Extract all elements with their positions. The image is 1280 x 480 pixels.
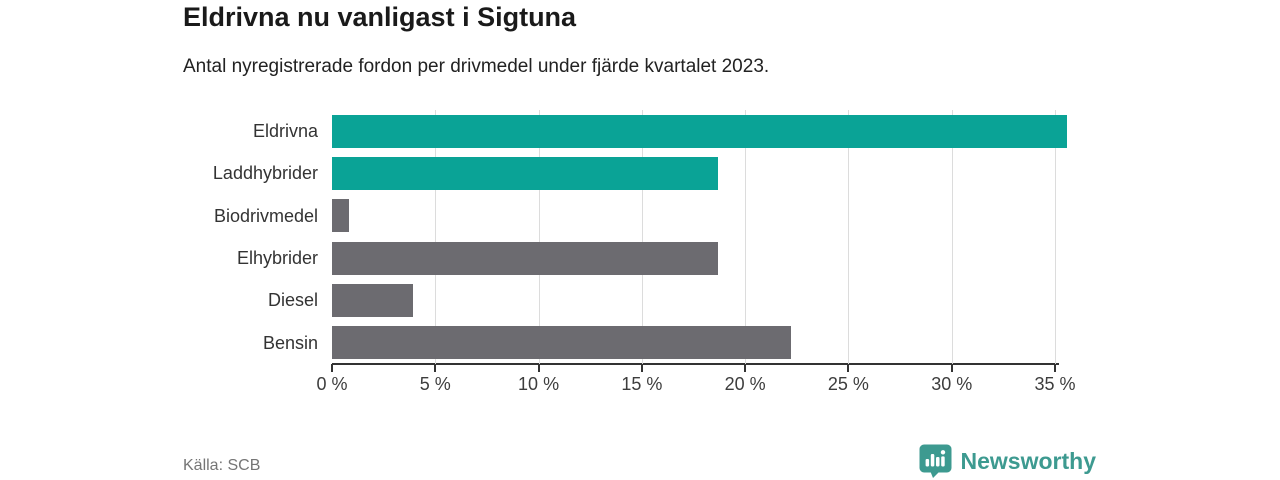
bar-eldrivna xyxy=(332,114,1068,148)
x-tick-label: 0 % xyxy=(316,374,348,394)
gridline xyxy=(641,110,643,364)
x-tick-mark xyxy=(847,364,850,372)
bar-laddhybrider xyxy=(332,157,719,190)
gridline xyxy=(848,110,850,364)
x-tick-mark xyxy=(537,364,540,372)
x-tick-mark xyxy=(331,364,333,372)
gridline xyxy=(1055,110,1056,364)
chart-subtitle: Antal nyregistrerade fordon per drivmede… xyxy=(183,56,770,77)
gridline xyxy=(538,110,540,364)
category-label: Biodrivmedel xyxy=(213,205,318,226)
x-tick-mark xyxy=(950,364,953,372)
source-note: Källa: SCB xyxy=(183,457,261,474)
x-tick-label: 25 % xyxy=(827,374,869,394)
bar-bensin xyxy=(332,326,791,360)
x-tick-label: 35 % xyxy=(1034,374,1076,394)
brand-logo: Newsworthy xyxy=(919,444,1096,478)
chart-title: Eldrivna nu vanligast i Sigtuna xyxy=(183,2,577,32)
x-axis-line xyxy=(332,363,1059,365)
brand-name: Newsworthy xyxy=(960,447,1096,474)
gridline xyxy=(435,110,437,364)
y-axis-category-labels: Eldrivna Laddhybrider Biodrivmedel Elhybrid… xyxy=(120,110,318,364)
x-tick-label: 30 % xyxy=(931,374,973,394)
category-label: Laddhybrider xyxy=(212,163,318,184)
category-label: Bensin xyxy=(262,332,318,353)
x-tick-label: 15 % xyxy=(621,374,663,394)
bar-biodrivmedel xyxy=(332,199,349,233)
category-label: Elhybrider xyxy=(236,248,318,268)
bar-elhybrider xyxy=(332,241,719,275)
newsworthy-icon xyxy=(919,444,952,478)
category-label: Eldrivna xyxy=(252,121,318,141)
gridline xyxy=(745,110,747,364)
x-tick-mark xyxy=(744,364,747,372)
gridline xyxy=(951,110,953,364)
x-tick-label: 20 % xyxy=(724,374,766,394)
category-label: Diesel xyxy=(267,290,318,311)
x-tick-label: 5 % xyxy=(419,374,451,394)
x-tick-mark xyxy=(434,364,437,372)
bar-diesel xyxy=(332,284,413,317)
x-tick-mark xyxy=(640,364,643,372)
x-tick-label: 10 % xyxy=(518,374,560,394)
plot-area: 0 % 5 % 10 % 15 % 20 % 25 % 30 % 35 % xyxy=(316,110,1077,394)
x-tick-mark xyxy=(1054,364,1056,372)
